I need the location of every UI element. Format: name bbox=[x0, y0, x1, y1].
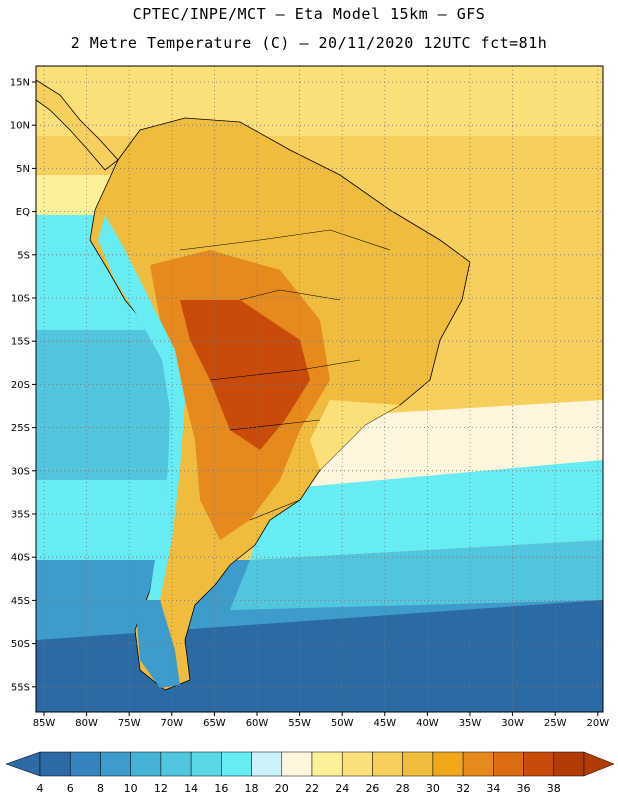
lat-tick-label: 20S bbox=[11, 380, 30, 391]
colorbar-label: 30 bbox=[426, 782, 440, 795]
lon-tick-label: 80W bbox=[75, 718, 98, 729]
lon-tick-label: 35W bbox=[459, 718, 482, 729]
lon-tick-label: 75W bbox=[118, 718, 141, 729]
lat-tick-label: 25S bbox=[11, 423, 30, 434]
colorbar-label: 36 bbox=[517, 782, 531, 795]
patagonia-cold-region bbox=[135, 600, 180, 688]
ocean-band-pacific-mid bbox=[36, 330, 180, 480]
chart-subtitle: 2 Metre Temperature (C) – 20/11/2020 12U… bbox=[70, 34, 548, 52]
colorbar-label: 22 bbox=[305, 782, 319, 795]
lat-tick-label: 5N bbox=[16, 164, 30, 175]
colorbar-swatch bbox=[402, 751, 434, 777]
lon-tick-label: 55W bbox=[288, 718, 311, 729]
colorbar-swatch bbox=[160, 751, 192, 777]
temperature-map: 15N 10N 5N EQ 5S 10S 15S 20S 25S 30S 35S 40S 45S 50S 5… bbox=[10, 65, 609, 729]
lon-tick-label: 60W bbox=[246, 718, 269, 729]
hottest-region bbox=[180, 300, 310, 450]
colorbar-swatch bbox=[432, 751, 464, 777]
colorbar-label: 32 bbox=[456, 782, 470, 795]
colorbar-label: 4 bbox=[37, 782, 44, 795]
ocean-band-atlantic-cool bbox=[250, 460, 603, 560]
lat-tick-label: 40S bbox=[11, 553, 30, 564]
colorbar-label: 34 bbox=[486, 782, 500, 795]
ocean-band-pacific-south bbox=[36, 480, 180, 560]
chart-title: CPTEC/INPE/MCT – Eta Model 15km – GFS bbox=[132, 5, 486, 23]
lon-tick-label: 85W bbox=[33, 718, 56, 729]
colorbar-label: 14 bbox=[184, 782, 198, 795]
lon-tick-label: 65W bbox=[203, 718, 226, 729]
colorbar-swatch bbox=[341, 751, 373, 777]
lat-tick-label: 45S bbox=[11, 596, 30, 607]
colorbar-label: 38 bbox=[547, 782, 561, 795]
lon-tick-label: 45W bbox=[373, 718, 396, 729]
colorbar-swatch bbox=[372, 751, 403, 777]
colorbar-high-arrow bbox=[583, 751, 615, 777]
colorbar-swatch bbox=[493, 751, 524, 777]
colorbar-swatch bbox=[281, 751, 313, 777]
lat-tick-label: 15N bbox=[10, 78, 30, 89]
colorbar-label: 10 bbox=[124, 782, 138, 795]
map-frame bbox=[35, 65, 604, 713]
lon-tick-label: 50W bbox=[331, 718, 354, 729]
andes-cool-strip bbox=[98, 215, 185, 640]
colorbar-label: 28 bbox=[396, 782, 410, 795]
lat-tick-label: 50S bbox=[11, 639, 30, 650]
graticule bbox=[36, 66, 603, 712]
lat-tick-label: 55S bbox=[11, 682, 30, 693]
colorbar-label: 16 bbox=[214, 782, 228, 795]
colorbar-swatch bbox=[553, 751, 585, 777]
lat-tick-label: 5S bbox=[17, 250, 30, 261]
longitude-axis: 85W 80W 75W 70W 65W 60W 55W 50W 45W 40W 35W 30W 25W 2… bbox=[33, 712, 609, 729]
latitude-axis: 15N 10N 5N EQ 5S 10S 15S 20S 25S 30S 35S 40S 45S 50S 5… bbox=[10, 78, 36, 693]
lat-tick-label: 35S bbox=[11, 510, 30, 521]
colorbar-swatch bbox=[100, 751, 131, 777]
colorbar-label: 24 bbox=[335, 782, 349, 795]
lat-tick-label: EQ bbox=[16, 207, 30, 218]
lat-tick-label: 15S bbox=[11, 337, 30, 348]
colorbar-swatch bbox=[251, 751, 283, 777]
lon-tick-label: 20W bbox=[586, 718, 609, 729]
colorbar-swatch bbox=[311, 751, 343, 777]
colorbar-label: 6 bbox=[67, 782, 74, 795]
colorbar-swatch bbox=[130, 751, 162, 777]
colorbar-swatch bbox=[523, 751, 555, 777]
colorbar-label: 26 bbox=[365, 782, 379, 795]
colorbar-swatch bbox=[190, 751, 222, 777]
lon-tick-label: 70W bbox=[160, 718, 183, 729]
colorbar-label: 8 bbox=[97, 782, 104, 795]
lon-tick-label: 30W bbox=[501, 718, 524, 729]
colorbar-label: 18 bbox=[245, 782, 259, 795]
colorbar-swatch bbox=[69, 751, 101, 777]
ocean-band-atlantic-south bbox=[230, 540, 603, 610]
colorbar-swatch bbox=[462, 751, 494, 777]
lon-tick-label: 40W bbox=[416, 718, 439, 729]
southeast-mild-region bbox=[310, 400, 400, 470]
ocean-band-caribbean bbox=[36, 66, 603, 136]
lat-tick-label: 10N bbox=[10, 121, 30, 132]
colorbar-swatch bbox=[39, 751, 71, 777]
lat-tick-label: 30S bbox=[11, 466, 30, 477]
lon-tick-label: 25W bbox=[544, 718, 567, 729]
temperature-colorbar: 4 6 8 10 12 14 16 18 20 22 24 26 28 30 32 34 36 38 bbox=[5, 751, 615, 795]
colorbar-low-arrow bbox=[5, 751, 41, 777]
colorbar-label: 20 bbox=[275, 782, 289, 795]
colorbar-swatch bbox=[221, 751, 252, 777]
colorbar-label: 12 bbox=[154, 782, 168, 795]
lat-tick-label: 10S bbox=[11, 294, 30, 305]
